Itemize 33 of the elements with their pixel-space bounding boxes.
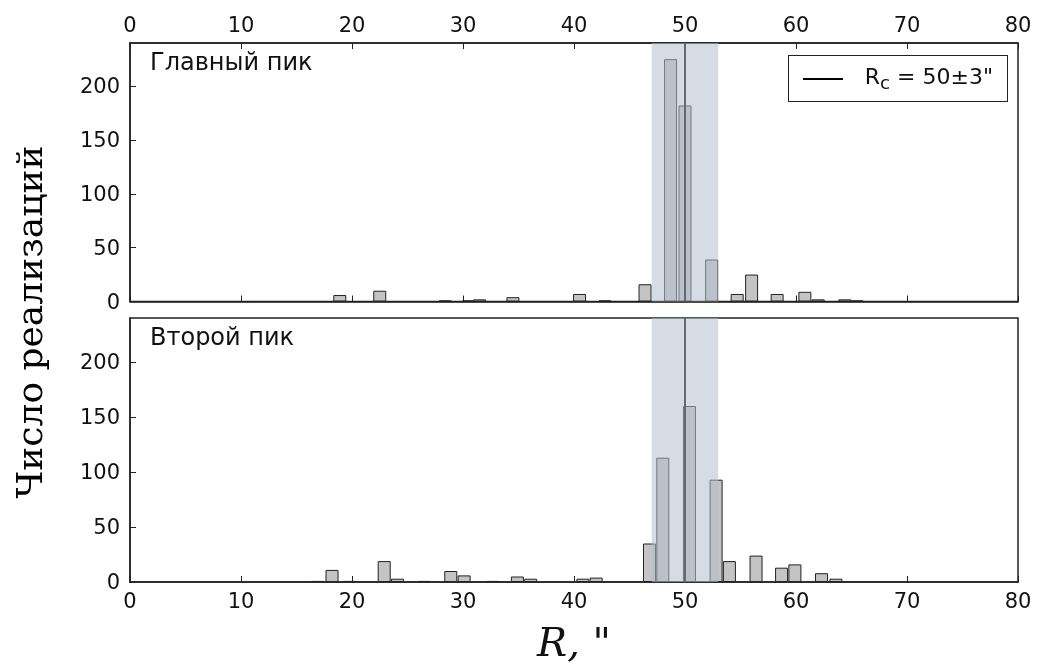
y-tick-label: 50 bbox=[93, 235, 120, 260]
x-tick-label: 80 bbox=[1004, 588, 1032, 613]
x2-tick-label: 50 bbox=[671, 12, 699, 37]
x-tick-label: 40 bbox=[560, 588, 588, 613]
x-tick-label: 10 bbox=[227, 588, 255, 613]
y-tick-label: 150 bbox=[79, 405, 120, 429]
y-axis-title: Число реализаций bbox=[8, 144, 51, 501]
x-tick-label: 20 bbox=[338, 588, 366, 613]
y-tick-label: 0 bbox=[106, 570, 120, 594]
y-tick-label: 100 bbox=[79, 460, 120, 484]
x2-tick-label: 70 bbox=[893, 12, 921, 37]
x2-tick-label: 0 bbox=[123, 12, 137, 37]
x2-tick-label: 20 bbox=[338, 12, 366, 37]
y-tick-label: 0 bbox=[106, 289, 120, 314]
x-tick-label: 30 bbox=[449, 588, 477, 613]
y-tick-label: 100 bbox=[79, 181, 120, 206]
x2-tick-label: 60 bbox=[782, 12, 810, 37]
x2-tick-label: 80 bbox=[1004, 12, 1032, 37]
chart-title: Главный пик bbox=[150, 48, 313, 76]
x-tick-label: 70 bbox=[893, 588, 921, 613]
y-tick-label: 150 bbox=[79, 127, 120, 152]
y-tick-label: 200 bbox=[79, 74, 120, 99]
ref-line-label: R$_{c}$ = 50±3" bbox=[864, 64, 993, 94]
x-tick-label: 0 bbox=[123, 588, 137, 613]
chart-title: Второй пик bbox=[150, 323, 295, 351]
x2-tick-label: 40 bbox=[560, 12, 588, 37]
x-tick-label: 60 bbox=[782, 588, 810, 613]
y-tick-label: 50 bbox=[93, 515, 120, 539]
x2-tick-label: 10 bbox=[227, 12, 255, 37]
x2-tick-label: 30 bbox=[449, 12, 477, 37]
x-tick-label: 50 bbox=[671, 588, 699, 613]
x-axis-title: R, " bbox=[536, 619, 611, 665]
y-tick-label: 200 bbox=[79, 350, 120, 374]
